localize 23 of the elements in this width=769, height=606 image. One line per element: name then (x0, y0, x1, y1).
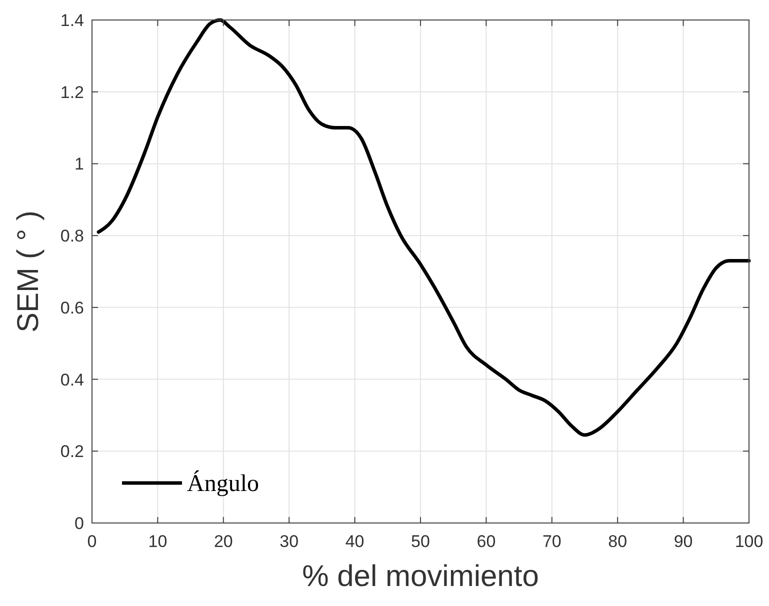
y-axis-title: SEM ( ° ) (12, 210, 45, 332)
x-tick-label: 10 (148, 532, 168, 551)
y-tick-label: 0.2 (60, 442, 84, 462)
x-tick-label: 20 (214, 532, 233, 551)
y-tick-label: 0 (74, 514, 84, 533)
x-tick-label: 70 (542, 532, 562, 551)
y-tick-label: 0.6 (60, 298, 84, 318)
y-tick-label: 1.4 (60, 11, 84, 30)
y-tick-label: 1 (74, 154, 84, 174)
x-tick-label: 30 (280, 532, 299, 551)
y-tick-label: 0.4 (60, 370, 84, 390)
x-tick-label: 80 (608, 532, 628, 551)
x-tick-label: 100 (734, 532, 764, 551)
x-tick-label: 40 (345, 532, 364, 551)
line-series (96, 18, 751, 437)
legend-label: Ángulo (187, 470, 259, 497)
y-tick-label: 0.8 (60, 226, 84, 246)
y-tick-label: 1.2 (60, 82, 84, 102)
x-tick-label: 50 (411, 532, 430, 551)
x-axis-title: % del movimiento (302, 560, 539, 593)
x-tick-label: 90 (674, 532, 693, 551)
x-tick-label: 60 (476, 532, 496, 551)
x-tick-label: 0 (87, 532, 97, 551)
